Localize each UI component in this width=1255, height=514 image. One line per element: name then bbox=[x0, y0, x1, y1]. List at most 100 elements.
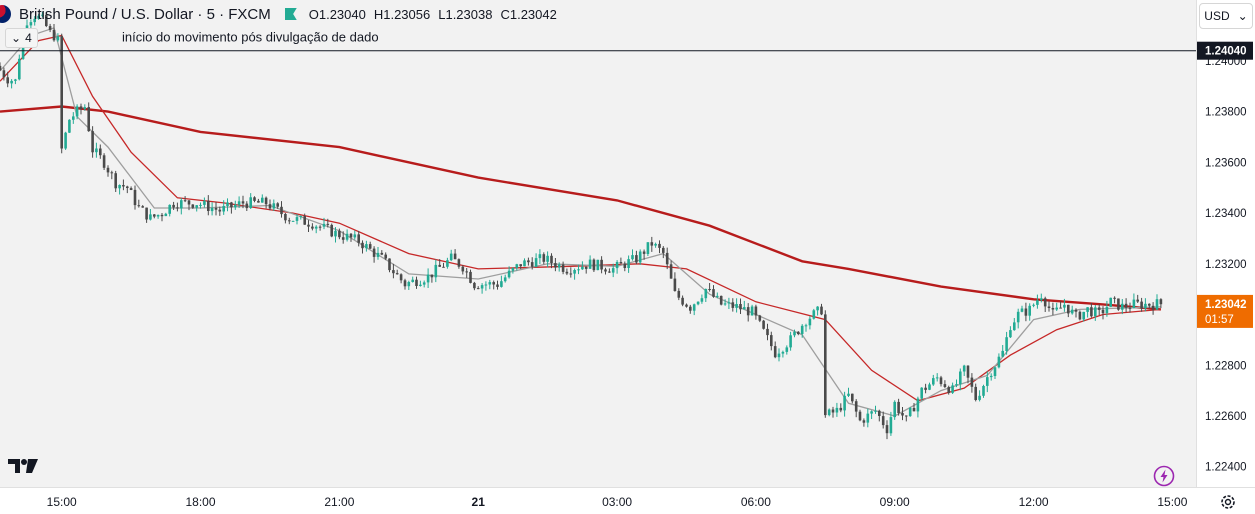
candle-body bbox=[897, 401, 900, 413]
candle-body bbox=[854, 401, 858, 412]
time-tick-label: 03:00 bbox=[602, 495, 632, 509]
candle-body bbox=[789, 335, 792, 348]
candle-body bbox=[218, 209, 222, 212]
candle-body bbox=[600, 259, 603, 270]
candle-body bbox=[133, 189, 137, 206]
candle-body bbox=[908, 408, 912, 417]
candle-body bbox=[99, 148, 102, 156]
candle-body bbox=[1144, 303, 1147, 309]
candle-body bbox=[106, 167, 110, 173]
candle-body bbox=[766, 328, 769, 336]
candle-body bbox=[685, 304, 688, 307]
candle-body bbox=[692, 304, 696, 311]
candle-body bbox=[230, 202, 233, 208]
candle-body bbox=[187, 200, 191, 205]
candle-body bbox=[249, 197, 252, 208]
candle-body bbox=[500, 281, 503, 287]
candle-body bbox=[866, 413, 870, 423]
ohlc-close: C1.23042 bbox=[500, 6, 557, 22]
candle-body bbox=[507, 270, 511, 278]
gear-icon[interactable] bbox=[1219, 493, 1237, 511]
candle-body bbox=[1051, 308, 1055, 310]
candle-body bbox=[912, 408, 916, 412]
candle-body bbox=[37, 15, 40, 19]
time-tick-label: 21:00 bbox=[324, 495, 354, 509]
symbol-title[interactable]: British Pound / U.S. Dollar · 5 · FXCM bbox=[19, 5, 271, 23]
candle-body bbox=[237, 201, 241, 205]
candle-body bbox=[743, 307, 746, 310]
candle-body bbox=[164, 213, 168, 217]
candle-body bbox=[989, 375, 993, 378]
chevron-down-icon: ⌄ bbox=[11, 31, 22, 45]
candle-body bbox=[885, 425, 889, 434]
candle-body bbox=[430, 274, 434, 278]
indicator-toggle-button[interactable]: ⌄ 4 bbox=[5, 28, 38, 48]
candle-body bbox=[538, 254, 542, 259]
candle-body bbox=[338, 230, 341, 238]
candle-body bbox=[18, 58, 21, 80]
candle-body bbox=[584, 266, 588, 269]
candle-body bbox=[395, 273, 399, 275]
plot-area[interactable] bbox=[0, 0, 1196, 487]
candle-body bbox=[473, 282, 476, 289]
candle-body bbox=[392, 270, 395, 274]
candle-body bbox=[681, 297, 684, 305]
chevron-down-icon: ⌄ bbox=[1237, 9, 1248, 23]
price-axis[interactable] bbox=[1196, 0, 1255, 487]
candle-body bbox=[110, 172, 114, 174]
candle-body bbox=[654, 243, 657, 246]
candle-body bbox=[870, 411, 873, 414]
time-tick-label: 06:00 bbox=[741, 495, 771, 509]
candle-body bbox=[203, 200, 206, 205]
candle-body bbox=[550, 255, 553, 264]
time-tick-label: 18:00 bbox=[185, 495, 215, 509]
candle-body bbox=[484, 284, 488, 286]
candle-body bbox=[943, 384, 947, 387]
candle-body bbox=[284, 214, 287, 221]
candle-body bbox=[901, 413, 904, 416]
candle-body bbox=[523, 260, 526, 267]
candle-body bbox=[1136, 299, 1139, 302]
candle-body bbox=[257, 200, 260, 203]
candle-body bbox=[126, 186, 129, 188]
currency-button[interactable]: USD ⌄ bbox=[1199, 3, 1253, 29]
candle-body bbox=[708, 289, 711, 290]
candle-body bbox=[145, 207, 148, 220]
candle-body bbox=[129, 188, 133, 190]
candle-body bbox=[442, 266, 445, 268]
candle-body bbox=[727, 302, 731, 304]
candle-body bbox=[176, 207, 179, 209]
candle-body bbox=[29, 22, 33, 26]
candle-body bbox=[422, 282, 426, 285]
candle-body bbox=[1047, 306, 1051, 308]
candle-body bbox=[6, 77, 9, 84]
horizontal-line-layer[interactable]: início do movimento pós divulgação de da… bbox=[0, 30, 1196, 52]
candle-body bbox=[21, 37, 25, 59]
candle-body bbox=[758, 315, 762, 321]
candle-body bbox=[149, 214, 152, 220]
candle-body bbox=[261, 197, 264, 203]
candle-body bbox=[33, 18, 36, 23]
candle-body bbox=[824, 314, 827, 416]
candle-body bbox=[311, 226, 314, 229]
candle-body bbox=[932, 378, 935, 385]
candle-body bbox=[862, 420, 866, 423]
candle-body bbox=[183, 200, 187, 202]
time-axis[interactable] bbox=[0, 487, 1255, 514]
candle-body bbox=[496, 284, 499, 287]
candle-body bbox=[1020, 308, 1024, 312]
candle-body bbox=[1148, 303, 1151, 306]
candle-body bbox=[858, 411, 862, 421]
candle-body bbox=[1086, 307, 1089, 312]
candle-body bbox=[357, 234, 360, 243]
candle-body bbox=[492, 282, 495, 285]
tradingview-logo-icon[interactable] bbox=[6, 456, 40, 476]
horizontal-line-annotation[interactable]: início do movimento pós divulgação de da… bbox=[122, 30, 379, 45]
price-tick-label: 1.22600 bbox=[1205, 411, 1247, 423]
candle-body bbox=[419, 284, 422, 286]
candle-body bbox=[627, 259, 630, 268]
candle-body bbox=[835, 407, 839, 413]
lightning-icon[interactable] bbox=[1153, 465, 1175, 487]
candle-body bbox=[519, 264, 522, 267]
